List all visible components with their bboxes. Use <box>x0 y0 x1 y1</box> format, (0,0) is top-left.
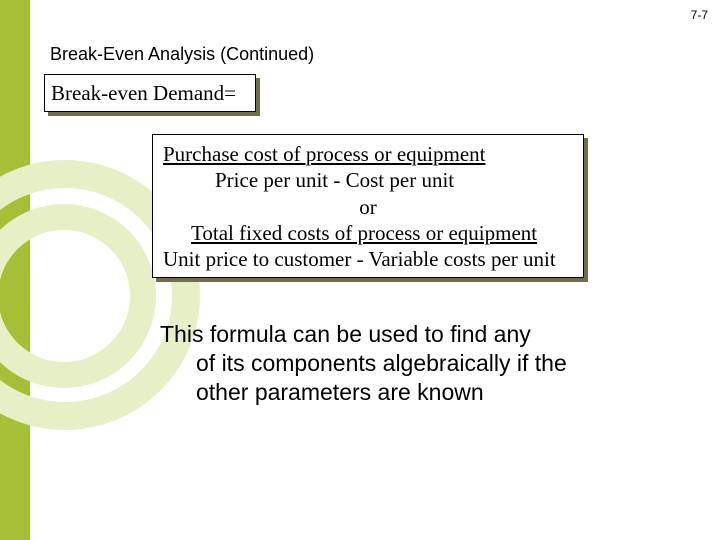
note-line-1: This formula can be used to find any <box>160 321 531 347</box>
demand-label: Break-even Demand= <box>51 81 236 106</box>
page-number: 7-7 <box>691 8 708 22</box>
formula-line-1: Purchase cost of process or equipment <box>163 141 573 167</box>
slide: 7-7 Break-Even Analysis (Continued) Brea… <box>0 0 720 540</box>
formula-line-4: Unit price to customer - Variable costs … <box>163 246 573 272</box>
note-text: This formula can be used to find any of … <box>160 320 610 406</box>
formula-line-3: Total fixed costs of process or equipmen… <box>191 220 573 246</box>
formula-box: Purchase cost of process or equipment Pr… <box>152 134 584 278</box>
formula-line-2: Price per unit - Cost per unit <box>215 167 573 193</box>
slide-subtitle: Break-Even Analysis (Continued) <box>50 44 314 65</box>
note-line-3: other parameters are known <box>160 378 610 407</box>
note-line-2: of its components algebraically if the <box>160 349 610 378</box>
demand-label-box: Break-even Demand= <box>44 74 256 112</box>
formula-or: or <box>163 194 573 220</box>
